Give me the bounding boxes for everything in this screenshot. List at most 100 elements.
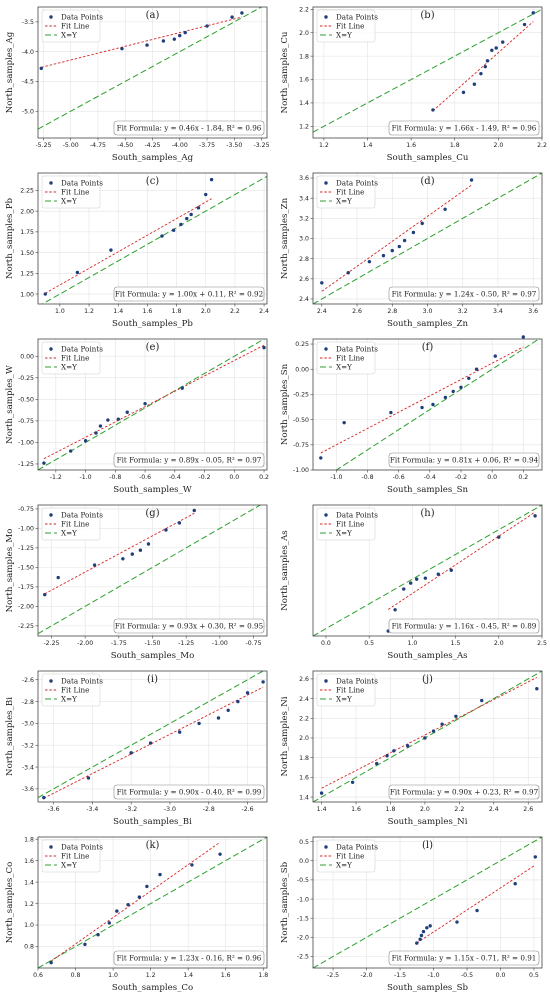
x-axis-label: South_samples_Sb — [387, 983, 468, 993]
legend-point-marker — [49, 679, 53, 683]
data-point — [240, 11, 244, 15]
legend-label-fit: Fit Line — [61, 520, 89, 529]
chart-svg: 1.0 1.2 1.4 1.6 1.8 2.0 2.2 2.4 1.00 1.25 1.50 1.75… — [5, 172, 269, 329]
y-tick-label: 1.6 — [299, 77, 309, 84]
x-tick-label: 1.8 — [258, 972, 268, 979]
y-tick-label: 1.8 — [299, 53, 309, 60]
identity-line — [313, 671, 542, 802]
chart-panel: 1.4 1.6 1.8 2.0 2.2 2.4 2.6 1.4 1.6 1.8 2.0 2.2 2.4 2… — [275, 664, 550, 830]
panel-letter: (c) — [146, 176, 160, 187]
data-point — [431, 108, 435, 112]
fit-line — [321, 677, 538, 789]
x-tick-label: -5.00 — [63, 142, 79, 149]
y-tick-label: -1.00 — [293, 467, 309, 474]
x-tick-label: -4.25 — [144, 142, 160, 149]
fit-line — [45, 198, 212, 294]
x-tick-label: 2.6 — [523, 806, 533, 813]
x-tick-label: 2.5 — [537, 640, 547, 647]
legend-box — [316, 9, 376, 43]
data-point — [472, 82, 477, 86]
y-tick-label: -4.5 — [22, 79, 34, 86]
y-tick-label: 2.6 — [299, 676, 309, 683]
fit-formula-box: Fit Formula: y = 0.90x + 0.23, R² = 0.97 — [388, 784, 540, 800]
x-tick-label: 2.0 — [493, 142, 503, 149]
data-point — [459, 385, 463, 390]
chart-panel: -3.6 -3.4 -3.2 -3.0 -2.8 -2.6 -3.6 -3.4 -3.2 -3.0… — [0, 664, 275, 830]
x-axis-label: South_samples_Co — [112, 983, 193, 993]
x-tick-label: -4.50 — [117, 142, 133, 149]
data-point — [436, 572, 441, 576]
x-tick-label: -0.4 — [424, 474, 436, 481]
legend-label-identity: X=Y — [61, 529, 77, 538]
y-tick-label: -3.6 — [22, 786, 34, 793]
legend-point-marker — [324, 181, 328, 185]
x-tick-label: -2.6 — [242, 806, 254, 813]
x-tick-label: -1.25 — [178, 640, 194, 647]
y-tick-label: 0.5 — [299, 839, 309, 846]
x-tick-label: 0.8 — [71, 972, 81, 979]
y-axis-label: North_samples_Zn — [280, 197, 290, 279]
data-point — [180, 386, 184, 390]
data-point — [137, 895, 142, 899]
legend-box — [41, 9, 101, 43]
x-tick-label: 3.2 — [458, 308, 468, 315]
data-point — [245, 691, 250, 695]
identity-line — [313, 505, 542, 636]
legend-label-identity: X=Y — [336, 529, 352, 538]
x-tick-label: -3.75 — [199, 142, 215, 149]
x-tick-label: 0.0 — [496, 972, 506, 979]
legend-box — [316, 341, 376, 375]
data-point — [43, 292, 47, 296]
y-tick-label: -3.2 — [22, 742, 34, 749]
legend-box — [41, 341, 101, 375]
data-point — [164, 528, 168, 532]
x-tick-label: -2.0 — [361, 972, 373, 979]
data-point — [177, 730, 182, 734]
x-tick-label: 1.4 — [113, 308, 123, 315]
data-point — [160, 234, 164, 238]
fit-formula-box: Fit Formula: y = 0.46x - 1.84, R² = 0.96 — [113, 120, 265, 136]
y-tick-label: -2.25 — [18, 623, 34, 630]
data-point — [420, 221, 424, 226]
data-point — [440, 722, 444, 726]
data-point — [415, 941, 419, 945]
data-point — [196, 206, 201, 210]
x-tick-label: -1.0 — [330, 474, 342, 481]
y-tick-label: -2.0 — [297, 935, 309, 942]
data-point — [42, 795, 46, 800]
chart-svg: -1.2 -1.0 -0.8 -0.6 -0.4 -0.2 0.0 0.2 -1.25 -1.00… — [5, 338, 269, 495]
x-axis-label: South_samples_W — [113, 485, 192, 495]
data-point — [69, 449, 73, 453]
data-point — [192, 508, 196, 513]
y-tick-label: -2.8 — [22, 699, 34, 706]
plot-frame — [312, 670, 543, 803]
identity-line — [38, 837, 267, 968]
data-point — [533, 514, 537, 518]
y-axis-label: North_samples_Ag — [5, 31, 15, 113]
y-tick-label: -0.25 — [18, 375, 34, 382]
x-tick-label: -1.5 — [394, 972, 406, 979]
data-point — [146, 542, 151, 546]
data-point — [423, 736, 427, 740]
data-point — [405, 744, 410, 748]
y-tick-label: -1.00 — [18, 526, 34, 533]
data-point — [262, 345, 266, 350]
data-point — [75, 270, 80, 275]
x-tick-label: 3.0 — [423, 308, 433, 315]
legend-label-identity: X=Y — [336, 363, 352, 372]
x-tick-label: 1.0 — [55, 308, 65, 315]
legend-label-fit: Fit Line — [336, 22, 364, 31]
legend-label-fit: Fit Line — [61, 686, 89, 695]
x-axis-label: South_samples_Pb — [112, 319, 193, 329]
data-point — [451, 389, 455, 394]
fit-formula-box: Fit Formula: y = 0.90x - 0.40, R² = 0.99 — [113, 784, 265, 800]
fit-formula-text: Fit Formula: y = 1.15x - 0.71, R² = 0.91 — [392, 954, 537, 963]
chart-panel: -1.2 -1.0 -0.8 -0.6 -0.4 -0.2 0.0 0.2 -1.25 -1.00… — [0, 332, 275, 498]
fit-formula-box: Fit Formula: y = 1.15x - 0.71, R² = 0.91 — [388, 950, 540, 966]
data-point — [449, 568, 453, 572]
legend-label-points: Data Points — [61, 511, 103, 520]
legend-box — [316, 673, 376, 707]
